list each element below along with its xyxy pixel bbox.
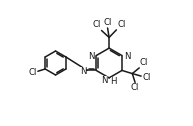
Text: Cl: Cl (92, 21, 101, 29)
Text: Cl: Cl (131, 83, 139, 92)
Text: Cl: Cl (140, 58, 148, 67)
Text: N: N (88, 52, 94, 61)
Text: Cl: Cl (117, 20, 125, 29)
Text: N: N (80, 67, 86, 76)
Text: N: N (124, 52, 130, 61)
Text: Cl: Cl (142, 73, 151, 82)
Text: H: H (111, 77, 117, 86)
Text: N: N (101, 76, 108, 85)
Text: Cl: Cl (103, 18, 112, 27)
Text: Cl: Cl (29, 68, 37, 77)
